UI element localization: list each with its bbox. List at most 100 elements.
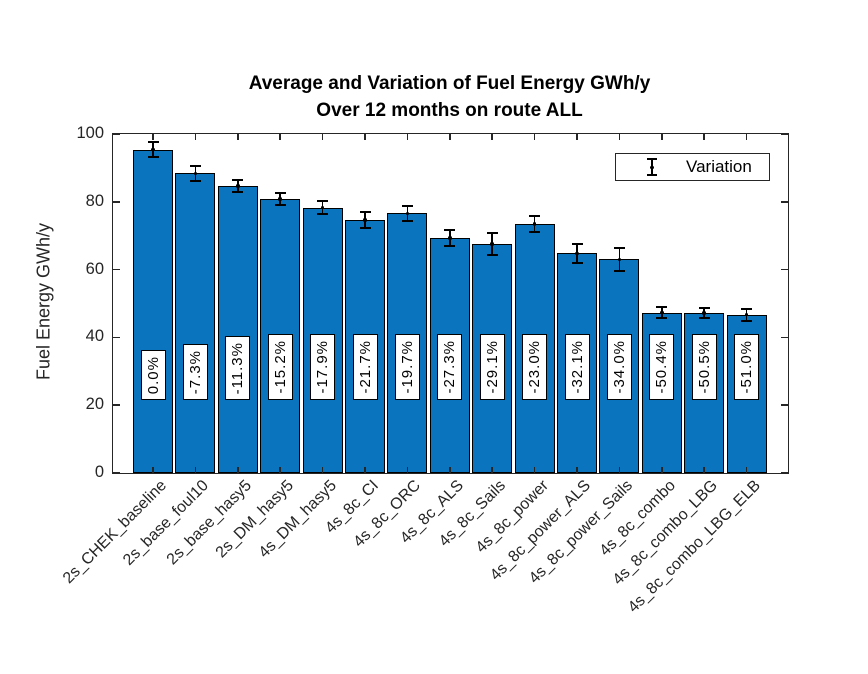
x-tick-mark	[449, 134, 451, 140]
x-tick-mark	[321, 134, 324, 140]
chart-title: Average and Variation of Fuel Energy GWh…	[248, 73, 651, 94]
y-tick-mark	[781, 336, 788, 339]
bar-value-label-box: -17.9%	[310, 334, 336, 400]
y-tick-mark	[781, 133, 788, 135]
x-tick-mark	[364, 134, 366, 140]
error-bar-cap	[656, 317, 668, 320]
x-tick-mark	[152, 467, 154, 473]
error-bar-marker	[702, 311, 706, 315]
error-bar-cap	[486, 231, 498, 234]
bar-value-label: -15.2%	[271, 340, 289, 394]
error-bar-marker	[278, 196, 282, 201]
bar-value-label-box: -23.0%	[522, 334, 548, 400]
plot-area: 0.0% -7.3% -11.3% -15.2% -17.9% -21.7% -19.7% -…	[112, 133, 789, 474]
bar-value-label-box: -32.1%	[564, 334, 590, 400]
y-tick-mark	[113, 201, 120, 203]
error-bar-cap	[656, 306, 668, 309]
x-tick-mark	[618, 134, 621, 140]
legend-box: Variation	[615, 153, 770, 181]
y-tick-label: 20	[85, 395, 104, 414]
error-bar-cap	[698, 317, 710, 320]
x-tick-mark	[364, 467, 366, 473]
bar-value-label: -50.5%	[695, 340, 713, 394]
y-tick-mark	[113, 404, 120, 406]
error-bar-marker	[151, 147, 155, 152]
error-bar-cap	[486, 254, 498, 257]
error-bar-cap	[571, 261, 583, 264]
y-tick-mark	[113, 268, 120, 271]
error-bar-cap	[444, 244, 456, 247]
x-tick-mark	[661, 467, 663, 473]
error-bar-marker	[532, 222, 537, 226]
y-tick-label: 60	[85, 259, 104, 278]
error-bar-cap	[359, 226, 371, 229]
bar-value-label-box: -11.3%	[225, 335, 251, 400]
x-tick-mark	[194, 134, 197, 140]
bar-value-label-box: -7.3%	[182, 343, 208, 400]
error-bar-cap	[317, 199, 329, 202]
legend-label: Variation	[686, 157, 752, 176]
error-bar-cap	[529, 230, 541, 233]
x-tick-mark	[194, 467, 197, 473]
error-bar-cap	[232, 191, 244, 194]
bar-value-label: -11.3%	[229, 341, 247, 394]
x-tick-mark	[745, 467, 748, 473]
y-tick-mark	[113, 336, 120, 339]
bar-value-label-box: -21.7%	[352, 334, 378, 400]
x-tick-mark	[745, 134, 748, 140]
y-tick-mark	[781, 404, 788, 406]
error-bar-cap	[401, 220, 413, 223]
error-bar-marker	[575, 251, 579, 256]
x-tick-mark	[406, 134, 409, 140]
bar-value-label-box: 0.0%	[140, 349, 166, 400]
bar-value-label-box: -19.7%	[394, 334, 420, 400]
x-tick-mark	[533, 134, 536, 140]
y-tick-label: 0	[94, 463, 104, 481]
y-tick-mark	[113, 472, 120, 474]
error-bar-cap	[741, 307, 753, 310]
error-bar-cap	[359, 210, 371, 213]
bar	[217, 186, 258, 473]
y-tick-mark	[781, 201, 788, 203]
bar-value-label-box: -29.1%	[479, 334, 505, 400]
error-bar-cap	[529, 215, 541, 218]
error-bar-cap	[147, 156, 159, 159]
bar-value-label-box: -15.2%	[267, 334, 293, 400]
error-bar-marker	[405, 211, 410, 216]
errorbar-icon	[646, 158, 658, 176]
error-bar-cap	[571, 242, 583, 245]
error-bar-cap	[741, 319, 753, 322]
error-bar-cap	[401, 204, 413, 207]
bar-value-label: 0.0%	[144, 355, 162, 394]
x-tick-mark	[279, 134, 281, 140]
y-tick-mark	[781, 268, 788, 271]
error-bar-cap	[189, 179, 201, 182]
figure-canvas: Average and Variation of Fuel Energy GWh…	[34, 73, 789, 616]
error-bar-cap	[613, 247, 625, 250]
error-bar-marker	[448, 235, 452, 240]
error-bar-marker	[744, 312, 749, 317]
y-tick-mark	[113, 133, 120, 135]
bar-value-label-box: -50.5%	[691, 334, 717, 400]
error-bar-marker	[193, 171, 198, 176]
bar	[429, 237, 470, 473]
x-tick-mark	[576, 134, 578, 140]
error-bar-cap	[274, 191, 286, 194]
error-bar-cap	[232, 179, 244, 182]
chart-subtitle: Over 12 months on route ALL	[316, 100, 583, 121]
bar-value-label: -50.4%	[653, 340, 671, 394]
bar-value-label: -21.7%	[356, 340, 374, 394]
x-tick-mark	[449, 467, 451, 473]
error-bar-cap	[189, 164, 201, 167]
error-bar-cap	[147, 140, 159, 143]
bar-value-label: -27.3%	[441, 340, 459, 394]
x-tick-mark	[237, 134, 239, 140]
error-bar-marker	[617, 257, 622, 262]
bar-value-label: -23.0%	[526, 340, 544, 394]
bar-value-label-box: -50.4%	[649, 334, 675, 400]
error-bar-marker	[363, 217, 367, 222]
x-tick-mark	[576, 467, 578, 473]
error-bar-cap	[698, 306, 710, 309]
y-tick-mark	[781, 472, 788, 474]
y-tick-label: 100	[76, 124, 104, 142]
